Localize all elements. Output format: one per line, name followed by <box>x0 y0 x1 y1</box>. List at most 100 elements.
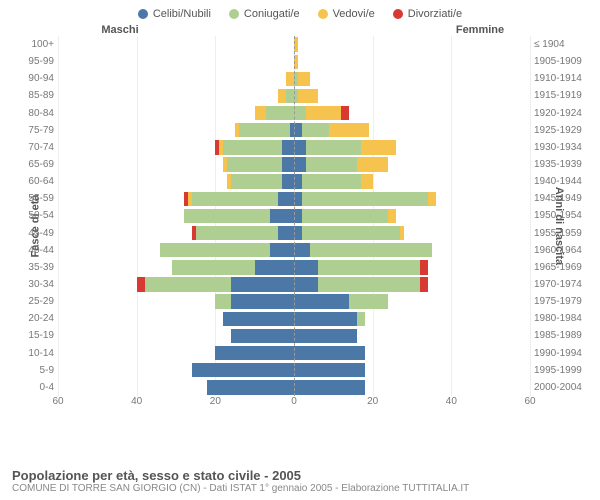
bar-segment <box>231 294 294 308</box>
bar-segment <box>215 346 294 360</box>
bar-segment <box>310 243 432 257</box>
birth-year-label: 1930-1934 <box>534 142 596 153</box>
bar-segment <box>361 140 396 154</box>
x-tick: 60 <box>52 396 63 407</box>
bar-segment <box>298 89 318 103</box>
birth-year-label: 1915-1919 <box>534 90 596 101</box>
birth-year-label: 1945-1949 <box>534 193 596 204</box>
bar-segment <box>192 363 294 377</box>
birth-year-label: 1935-1939 <box>534 159 596 170</box>
bar-segment <box>298 72 310 86</box>
age-label: 50-54 <box>20 210 54 221</box>
bar-segment <box>357 157 388 171</box>
bar-segment <box>302 192 428 206</box>
bar-segment <box>270 209 294 223</box>
bar-segment <box>306 106 341 120</box>
population-pyramid: Fasce di età Anni di nascita 100+≤ 19049… <box>0 36 600 416</box>
birth-year-label: 1920-1924 <box>534 108 596 119</box>
age-label: 65-69 <box>20 159 54 170</box>
bar-segment <box>286 89 294 103</box>
x-tick: 40 <box>446 396 457 407</box>
birth-year-label: 1980-1984 <box>534 313 596 324</box>
bar-segment <box>227 157 282 171</box>
bar-segment <box>231 329 294 343</box>
birth-year-label: 1985-1989 <box>534 330 596 341</box>
age-label: 70-74 <box>20 142 54 153</box>
birth-year-label: 1910-1914 <box>534 73 596 84</box>
bar-segment <box>282 140 294 154</box>
birth-year-label: 1905-1909 <box>534 56 596 67</box>
bar-segment <box>294 209 302 223</box>
age-label: 15-19 <box>20 330 54 341</box>
bar-segment <box>294 106 306 120</box>
center-line <box>294 36 295 396</box>
legend-label: Vedovi/e <box>333 8 375 20</box>
bar-segment <box>302 174 361 188</box>
chart-title: Popolazione per età, sesso e stato civil… <box>12 468 469 483</box>
legend-label: Divorziati/e <box>408 8 462 20</box>
bar-segment <box>294 329 357 343</box>
bar-segment <box>294 243 310 257</box>
x-tick: 20 <box>210 396 221 407</box>
age-label: 55-59 <box>20 193 54 204</box>
bar-segment <box>302 209 389 223</box>
legend-swatch <box>318 9 328 19</box>
bar-segment <box>294 174 302 188</box>
bar-segment <box>329 123 368 137</box>
age-label: 25-29 <box>20 296 54 307</box>
bar-segment <box>145 277 232 291</box>
bar-segment <box>294 123 302 137</box>
age-label: 35-39 <box>20 262 54 273</box>
legend-swatch <box>229 9 239 19</box>
legend-label: Celibi/Nubili <box>153 8 211 20</box>
bar-segment <box>255 106 267 120</box>
birth-year-label: 1925-1929 <box>534 125 596 136</box>
bar-segment <box>196 226 279 240</box>
bar-segment <box>294 312 357 326</box>
birth-year-label: 1940-1944 <box>534 176 596 187</box>
birth-year-label: 2000-2004 <box>534 382 596 393</box>
bar-segment <box>302 123 330 137</box>
bar-segment <box>357 312 365 326</box>
female-header: Femmine <box>300 24 600 36</box>
bar-segment <box>215 294 231 308</box>
x-tick: 20 <box>367 396 378 407</box>
bar-segment <box>294 380 365 394</box>
birth-year-label: 1975-1979 <box>534 296 596 307</box>
bar-segment <box>294 294 349 308</box>
age-label: 45-49 <box>20 228 54 239</box>
birth-year-label: 1995-1999 <box>534 365 596 376</box>
bar-segment <box>294 226 302 240</box>
bar-segment <box>160 243 270 257</box>
bar-segment <box>294 157 306 171</box>
x-tick: 0 <box>291 396 297 407</box>
bar-segment <box>400 226 404 240</box>
bar-segment <box>278 192 294 206</box>
bar-segment <box>306 157 357 171</box>
legend-swatch <box>393 9 403 19</box>
age-label: 75-79 <box>20 125 54 136</box>
bar-segment <box>231 174 282 188</box>
legend-item: Coniugati/e <box>229 8 300 20</box>
birth-year-label: 1990-1994 <box>534 348 596 359</box>
bar-segment <box>294 140 306 154</box>
birth-year-label: 1950-1954 <box>534 210 596 221</box>
bar-segment <box>388 209 396 223</box>
birth-year-label: 1960-1964 <box>534 245 596 256</box>
age-label: 90-94 <box>20 73 54 84</box>
male-header: Maschi <box>0 24 300 36</box>
age-label: 0-4 <box>20 382 54 393</box>
bar-segment <box>420 277 428 291</box>
bar-segment <box>231 277 294 291</box>
birth-year-label: 1970-1974 <box>534 279 596 290</box>
bar-segment <box>294 260 318 274</box>
bar-segment <box>341 106 349 120</box>
age-label: 95-99 <box>20 56 54 67</box>
age-label: 5-9 <box>20 365 54 376</box>
bar-segment <box>420 260 428 274</box>
age-label: 40-44 <box>20 245 54 256</box>
legend-item: Vedovi/e <box>318 8 375 20</box>
bar-segment <box>282 174 294 188</box>
bar-segment <box>282 157 294 171</box>
chart-subtitle: COMUNE DI TORRE SAN GIORGIO (CN) - Dati … <box>12 483 469 494</box>
